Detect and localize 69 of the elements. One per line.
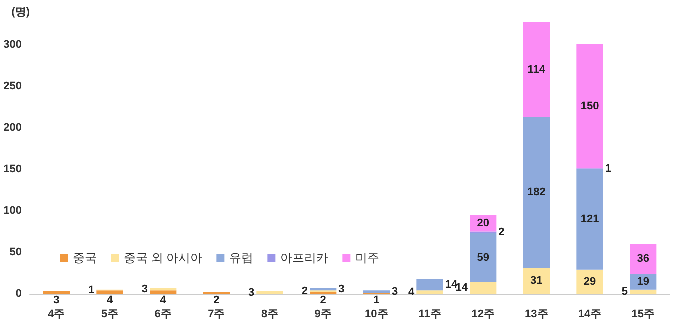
bar: [363, 290, 390, 294]
bar: [416, 279, 444, 291]
bar: [630, 244, 657, 274]
x-tick-label: 15주: [632, 308, 655, 320]
data-label: 5: [622, 286, 628, 298]
y-tick-label: 150: [4, 163, 22, 176]
data-label: 31: [530, 275, 543, 288]
data-label: 4: [408, 286, 416, 298]
y-tick-label: 100: [4, 204, 22, 217]
x-tick-label: 4주: [48, 308, 66, 320]
x-tick-label: 10주: [365, 308, 388, 320]
y-tick-label: 200: [4, 122, 22, 134]
bar: [576, 44, 604, 169]
bar: [576, 169, 604, 270]
data-label: 4: [160, 294, 168, 306]
data-label: 121: [580, 214, 600, 226]
data-label: 1: [88, 284, 95, 296]
x-tick-label: 14주: [578, 308, 602, 320]
bar: [470, 282, 497, 294]
data-label: 3: [142, 283, 148, 296]
x-tick-label: 8주: [261, 308, 279, 320]
data-label: 4: [106, 294, 114, 306]
y-tick-label: 0: [16, 288, 22, 300]
legend-label: 유럽: [230, 251, 254, 265]
legend-label: 중국: [73, 251, 97, 265]
bar: [310, 288, 337, 291]
bar: [470, 233, 497, 282]
y-axis-title: (명): [12, 6, 30, 18]
bar: [150, 288, 177, 291]
x-tick-label: 6주: [154, 308, 172, 320]
y-tick-label: 250: [4, 80, 22, 92]
data-label: 3: [392, 286, 398, 298]
bar: [150, 290, 177, 294]
y-tick-label: 300: [4, 38, 22, 51]
bar: [416, 290, 444, 294]
data-label: 29: [584, 276, 596, 288]
bar: [523, 268, 550, 294]
data-label: 20: [477, 217, 490, 230]
bar: [576, 270, 604, 294]
x-tick-label: 7주: [208, 308, 226, 320]
data-label: 2: [498, 226, 505, 239]
x-tick-label: 12주: [472, 308, 495, 320]
x-tick-label: 13주: [525, 308, 548, 320]
x-tick-label: 5주: [101, 308, 119, 320]
bar: [630, 290, 657, 294]
x-tick-label: 9주: [314, 308, 332, 320]
data-label: 19: [637, 276, 650, 288]
data-label: 2: [302, 286, 308, 298]
data-label: 2: [214, 294, 220, 306]
bar: [96, 290, 124, 294]
data-label: 3: [54, 294, 60, 306]
data-label: 3: [248, 286, 255, 299]
data-label: 114: [528, 64, 546, 76]
data-label: 59: [477, 252, 490, 264]
bar: [523, 117, 550, 268]
legend-label: 중국 외 아시아: [124, 251, 203, 265]
data-label: 36: [637, 253, 650, 266]
bar: [523, 22, 550, 118]
legend-label: 미주: [356, 251, 380, 265]
data-label: 2: [320, 294, 326, 306]
data-label: 1: [374, 294, 380, 306]
data-label: 1: [605, 163, 612, 176]
data-label: 3: [338, 283, 345, 296]
legend-label: 아프리카: [280, 251, 329, 265]
x-tick-label: 11주: [418, 308, 442, 320]
data-label: 182: [527, 186, 546, 199]
y-tick-label: 50: [10, 246, 22, 258]
data-label: 150: [580, 100, 600, 112]
data-label: 14: [456, 282, 469, 294]
